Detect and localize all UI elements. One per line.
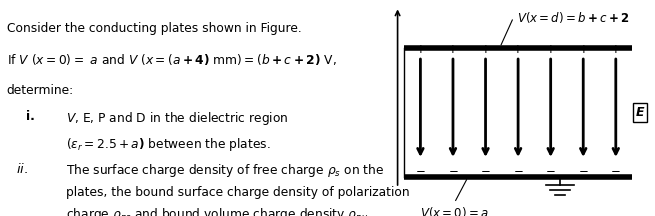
Text: $-$: $-$	[480, 163, 491, 176]
Text: $x$: $x$	[392, 0, 403, 2]
Text: $-$: $-$	[546, 163, 556, 176]
Text: +: +	[611, 43, 621, 56]
Text: +: +	[415, 43, 425, 56]
Text: E: E	[636, 106, 644, 119]
Text: If $V$ $(x=0)=$ $\bf{\it{a}}$ and $V$ $(x=(\bf{\it{a}}+4)$ mm$)=(\bf{\it{b}}+\bf: If $V$ $(x=0)=$ $\bf{\it{a}}$ and $V$ $(…	[7, 52, 336, 67]
Text: $-$: $-$	[610, 163, 621, 176]
Text: charge $\rho_{ps}$ and bound volume charge density $\rho_{pv}$: charge $\rho_{ps}$ and bound volume char…	[66, 207, 367, 216]
Text: +: +	[513, 43, 523, 56]
Text: $-$: $-$	[578, 163, 589, 176]
Text: $V$, E, P and D in the dielectric region: $V$, E, P and D in the dielectric region	[66, 110, 288, 127]
Text: $-$: $-$	[513, 163, 523, 176]
Text: +: +	[481, 43, 491, 56]
Text: $V(x{=}0)=\bf{\it{a}}$: $V(x{=}0)=\bf{\it{a}}$	[420, 205, 489, 216]
Text: i.: i.	[26, 110, 35, 123]
Text: Consider the conducting plates shown in Figure.: Consider the conducting plates shown in …	[7, 22, 301, 35]
Text: +: +	[578, 43, 588, 56]
Text: +: +	[448, 43, 458, 56]
Text: determine:: determine:	[7, 84, 73, 97]
Text: $\it{ii}.$: $\it{ii}.$	[16, 162, 28, 176]
Text: +: +	[546, 43, 555, 56]
Text: $-$: $-$	[415, 163, 426, 176]
Text: $V(x{=}d)=\bf{\it{b}}+\bf{\it{c}}+2$: $V(x{=}d)=\bf{\it{b}}+\bf{\it{c}}+2$	[517, 10, 629, 25]
Text: The surface charge density of free charge $\rho_s$ on the: The surface charge density of free charg…	[66, 162, 384, 179]
Text: $-$: $-$	[447, 163, 458, 176]
Text: plates, the bound surface charge density of polarization: plates, the bound surface charge density…	[66, 186, 409, 199]
Text: $(\varepsilon_r=2.5+\bf{\it{a}})$ between the plates.: $(\varepsilon_r=2.5+\bf{\it{a}})$ betwee…	[66, 136, 270, 153]
